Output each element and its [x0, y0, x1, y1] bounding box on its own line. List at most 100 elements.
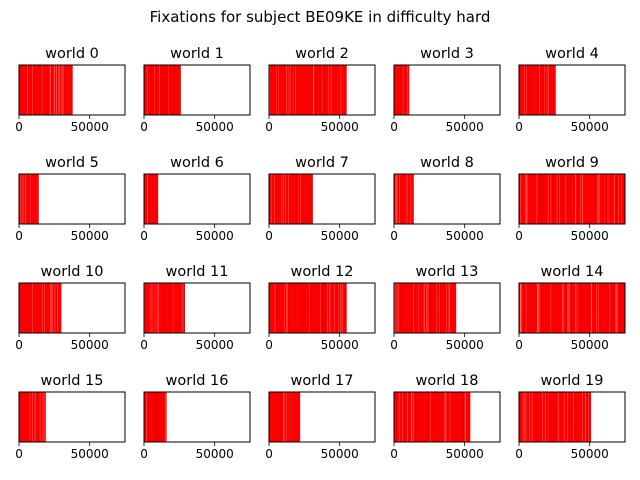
panel-18: world 18 0 50000 [390, 373, 501, 461]
panel-5: world 5 0 50000 [15, 155, 126, 243]
axes-frame [393, 282, 501, 334]
x-tick-label: 0 [390, 338, 398, 352]
x-tick-label: 0 [265, 447, 273, 461]
event-block [144, 283, 185, 333]
event-fill [269, 283, 347, 333]
event-block [19, 65, 73, 115]
axes-frame [268, 282, 376, 334]
axes-frame [393, 173, 501, 225]
x-tick-label: 50000 [571, 120, 609, 134]
panel-6: world 6 0 50000 [140, 155, 251, 243]
panel-title: world 13 [416, 264, 479, 280]
event-block [519, 174, 625, 224]
event-block [519, 65, 556, 115]
panel-7: world 7 0 50000 [265, 155, 376, 243]
axes-frame [518, 391, 626, 443]
event-block [394, 65, 410, 115]
x-tick-label: 0 [265, 338, 273, 352]
x-tick-label: 0 [390, 229, 398, 243]
panel-9: world 9 0 50000 [515, 155, 626, 243]
event-block [19, 174, 39, 224]
panel-title: world 2 [295, 46, 349, 62]
panel-15: world 15 0 50000 [15, 373, 126, 461]
panel-title: world 7 [295, 155, 349, 171]
event-block [269, 174, 313, 224]
x-tick-label: 0 [15, 447, 23, 461]
x-tick-label: 50000 [196, 120, 234, 134]
panel-13: world 13 0 50000 [390, 264, 501, 352]
x-tick-label: 50000 [571, 447, 609, 461]
x-tick-label: 50000 [196, 338, 234, 352]
x-tick-label: 0 [140, 447, 148, 461]
panel-0: world 0 0 50000 [15, 46, 126, 134]
panel-title: world 16 [166, 373, 229, 389]
panel-title: world 1 [170, 46, 224, 62]
event-block [394, 174, 414, 224]
panel-4: world 4 0 50000 [515, 46, 626, 134]
event-block [144, 392, 167, 442]
x-tick-label: 0 [265, 120, 273, 134]
panel-17: world 17 0 50000 [265, 373, 376, 461]
x-tick-label: 50000 [571, 338, 609, 352]
panel-title: world 9 [545, 155, 599, 171]
x-tick-label: 50000 [321, 229, 359, 243]
event-block [144, 174, 159, 224]
x-tick-label: 50000 [321, 120, 359, 134]
axes-frame [18, 173, 126, 225]
panel-title: world 12 [291, 264, 354, 280]
x-tick-label: 0 [390, 447, 398, 461]
axes-frame [393, 64, 501, 116]
axes-frame [143, 173, 251, 225]
panel-14: world 14 0 50000 [515, 264, 626, 352]
axes-frame [518, 282, 626, 334]
x-tick-label: 50000 [446, 229, 484, 243]
event-block [269, 65, 347, 115]
x-tick-label: 0 [140, 120, 148, 134]
panel-title: world 8 [420, 155, 474, 171]
axes-frame [143, 64, 251, 116]
axes-frame [18, 391, 126, 443]
panel-title: world 17 [291, 373, 354, 389]
x-tick-label: 0 [265, 229, 273, 243]
event-fill [19, 283, 62, 333]
axes-frame [18, 282, 126, 334]
axes-frame [393, 391, 501, 443]
x-tick-label: 50000 [71, 229, 109, 243]
event-fill [144, 392, 167, 442]
x-tick-label: 0 [15, 229, 23, 243]
x-tick-label: 0 [390, 120, 398, 134]
event-fill [394, 65, 410, 115]
x-tick-label: 50000 [71, 338, 109, 352]
axes-frame [518, 64, 626, 116]
panel-11: world 11 0 50000 [140, 264, 251, 352]
axes-frame [518, 173, 626, 225]
panel-12: world 12 0 50000 [265, 264, 376, 352]
panel-title: world 0 [45, 46, 99, 62]
panel-title: world 4 [545, 46, 599, 62]
panel-10: world 10 0 50000 [15, 264, 126, 352]
x-tick-label: 50000 [71, 447, 109, 461]
x-tick-label: 0 [515, 120, 523, 134]
x-tick-label: 50000 [196, 229, 234, 243]
event-fill [394, 174, 414, 224]
panel-title: world 18 [416, 373, 479, 389]
event-block [269, 283, 347, 333]
x-tick-label: 0 [515, 338, 523, 352]
x-tick-label: 50000 [446, 447, 484, 461]
panel-title: world 6 [170, 155, 224, 171]
event-fill [269, 174, 313, 224]
panel-2: world 2 0 50000 [265, 46, 376, 134]
panel-8: world 8 0 50000 [390, 155, 501, 243]
event-block [144, 65, 181, 115]
panel-16: world 16 0 50000 [140, 373, 251, 461]
x-tick-label: 0 [15, 120, 23, 134]
panel-title: world 5 [45, 155, 99, 171]
event-block [19, 392, 46, 442]
panel-1: world 1 0 50000 [140, 46, 251, 134]
panel-title: world 11 [166, 264, 229, 280]
x-tick-label: 0 [15, 338, 23, 352]
axes-frame [18, 64, 126, 116]
panel-title: world 14 [541, 264, 604, 280]
event-block [519, 283, 625, 333]
